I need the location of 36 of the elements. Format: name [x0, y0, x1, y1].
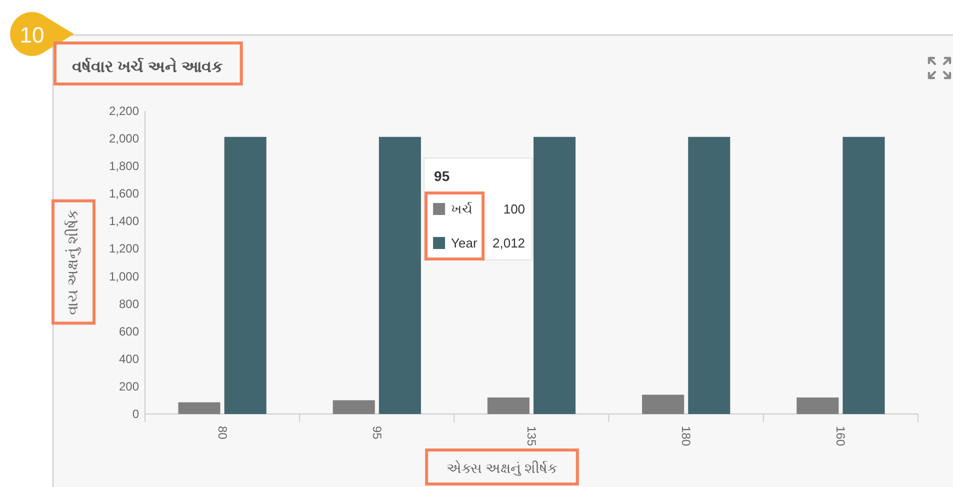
y-tick-label: 0: [132, 407, 140, 421]
bar: [796, 397, 839, 414]
y-tick-label: 1,200: [108, 242, 140, 256]
bar: [842, 136, 885, 414]
y-tick-label: 400: [118, 352, 140, 366]
x-tick-label: 160: [834, 426, 848, 446]
y-axis-title: વાય અક્ષનું શીર્ષક: [64, 208, 82, 316]
y-tick-label: 600: [118, 324, 140, 338]
text: 10: [20, 22, 44, 48]
y-tick-label: 1,800: [108, 159, 140, 174]
y-tick-label: 800: [118, 296, 140, 311]
x-tick-label: 80: [215, 426, 230, 440]
annotation: 2,012: [492, 236, 526, 250]
bar: [534, 136, 576, 414]
annotation: 100: [503, 202, 526, 216]
x-tick-label: 135: [524, 426, 538, 446]
bar: [332, 400, 375, 414]
bar: [178, 402, 220, 414]
legend-title: 95: [434, 168, 450, 184]
y-tick-label: 2,200: [108, 104, 140, 118]
y-tick-label: 1,600: [108, 186, 140, 201]
bar: [378, 136, 421, 414]
y-tick-label: 2,000: [108, 132, 140, 146]
bar: [224, 136, 266, 414]
y-tick-label: 1,000: [108, 269, 140, 284]
bar: [642, 394, 684, 414]
y-tick-label: 1,400: [108, 214, 140, 228]
x-tick-label: 180: [679, 426, 694, 446]
x-tick-label: 95: [370, 426, 384, 440]
y-tick-label: 200: [118, 379, 140, 394]
legend-label: Year: [451, 236, 478, 250]
x-axis-title: એક્સ અક્ષનું શીર્ષક: [446, 460, 558, 476]
bar: [487, 397, 530, 414]
legend-label: ખર્ચ: [451, 202, 472, 216]
bar: [688, 136, 730, 414]
chart-title: વર્ષવાર ખર્ચ અને આવક: [72, 56, 224, 76]
